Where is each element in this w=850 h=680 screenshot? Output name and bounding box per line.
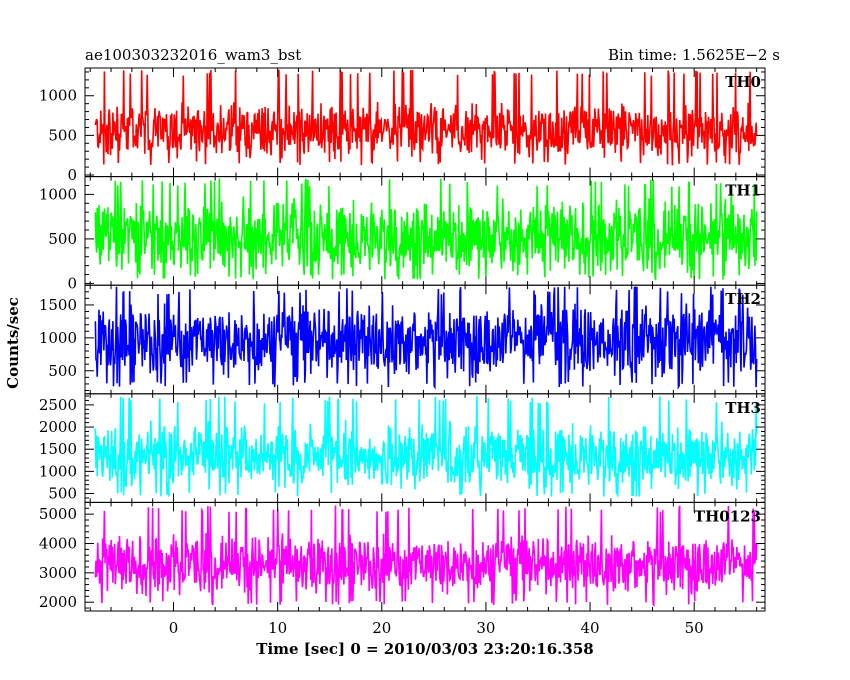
x-tick-label: 20 <box>372 619 391 637</box>
panel-label-th0: TH0 <box>725 73 761 91</box>
panel-label-th2: TH2 <box>725 290 761 308</box>
y-tick-label: 5000 <box>39 505 77 523</box>
panel-frame <box>84 501 766 612</box>
x-tick-label: 0 <box>169 619 179 637</box>
y-tick-label: 0 <box>67 274 77 292</box>
y-axis-label: Counts/sec <box>4 297 22 389</box>
y-tick-label: 500 <box>48 230 77 248</box>
y-tick-label: 1000 <box>39 185 77 203</box>
series-line-th2 <box>94 286 758 390</box>
panel-th0: 0 500 1000 TH0 <box>39 67 766 184</box>
panel-th1: 0 500 1000 TH1 <box>39 176 766 292</box>
series-line-th0123 <box>94 505 758 608</box>
x-tick-label: 50 <box>685 619 704 637</box>
y-tick-label: 1500 <box>39 440 77 458</box>
panel-th0123: 2000 3000 4000 5000 TH0123 <box>39 501 766 612</box>
x-axis-label: Time [sec] 0 = 2010/03/03 23:20:16.358 <box>256 640 593 658</box>
plot-title: ae100303232016_wam3_bst <box>85 46 301 64</box>
series-line-th1 <box>94 178 758 280</box>
x-tick-label: 40 <box>581 619 600 637</box>
y-tick-label: 1000 <box>39 329 77 347</box>
x-tick-label: 30 <box>476 619 495 637</box>
bin-time-label: Bin time: 1.5625E−2 s <box>608 46 780 64</box>
panel-label-th0123: TH0123 <box>694 507 761 525</box>
panel-th3: 500 1000 1500 2000 2500 TH3 <box>39 393 766 503</box>
series-line-th0 <box>94 69 758 166</box>
panel-th2: 500 1000 1500 TH2 <box>39 284 766 395</box>
panel-label-th1: TH1 <box>725 182 761 200</box>
y-tick-label: 2500 <box>39 396 77 414</box>
y-tick-label: 2000 <box>39 418 77 436</box>
y-tick-label: 500 <box>48 485 77 503</box>
y-tick-label: 500 <box>48 362 77 380</box>
y-tick-label: 1000 <box>39 87 77 105</box>
panel-label-th3: TH3 <box>725 399 761 417</box>
y-tick-label: 1000 <box>39 462 77 480</box>
y-tick-label: 4000 <box>39 534 77 552</box>
y-tick-label: 500 <box>48 126 77 144</box>
x-tick-label: 10 <box>268 619 287 637</box>
y-tick-label: 2000 <box>39 593 77 611</box>
series-line-th3 <box>94 396 758 497</box>
y-tick-label: 3000 <box>39 564 77 582</box>
y-tick-label: 0 <box>67 166 77 184</box>
y-tick-label: 1500 <box>39 296 77 314</box>
